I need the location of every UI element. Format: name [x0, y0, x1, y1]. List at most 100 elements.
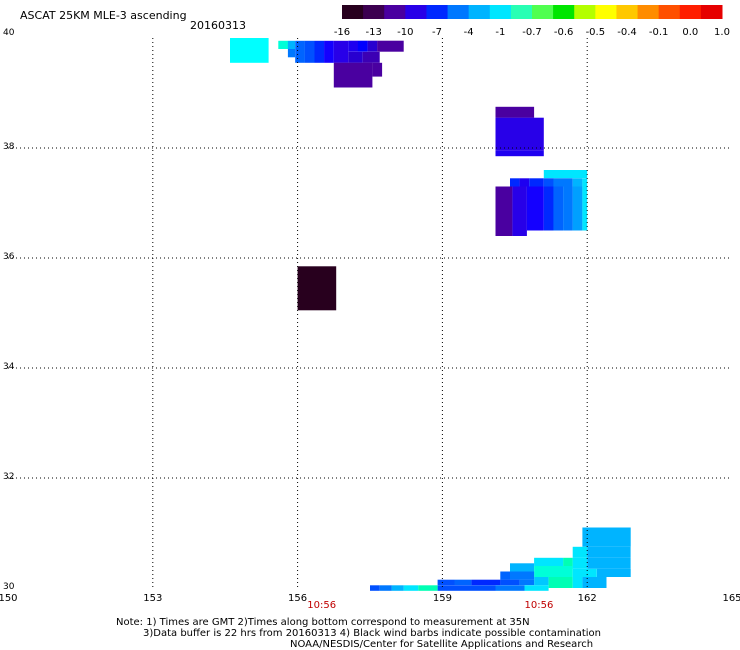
colorbar-swatch — [700, 5, 723, 19]
data-cell — [362, 51, 380, 63]
data-cell — [348, 51, 363, 63]
data-cell — [295, 40, 305, 63]
data-cell — [510, 178, 520, 187]
data-cell — [582, 527, 631, 547]
data-cell — [526, 186, 544, 231]
colorbar-tick-label: -13 — [365, 27, 382, 38]
data-cell — [587, 546, 631, 558]
data-cell — [519, 579, 535, 586]
data-cell — [572, 186, 583, 231]
lat-tick-label: 36 — [3, 252, 15, 262]
data-cell — [437, 585, 496, 591]
data-cell — [519, 178, 530, 187]
data-cell — [524, 585, 549, 591]
colorbar-tick-label: -0.4 — [617, 27, 637, 38]
data-cell — [314, 40, 325, 63]
colorbar-swatch — [679, 5, 702, 19]
data-cell — [278, 40, 288, 49]
data-cell — [553, 178, 573, 187]
colorbar-swatch — [447, 5, 470, 19]
data-cell — [529, 178, 544, 187]
colorbar-swatch — [658, 5, 681, 19]
data-cell — [471, 579, 501, 586]
data-cell — [572, 178, 583, 187]
data-cell — [500, 579, 520, 586]
data-cell — [548, 577, 573, 588]
note-line-3: NOAA/NESDIS/Center for Satellite Applica… — [290, 639, 594, 650]
data-cell — [572, 546, 588, 558]
data-cell — [510, 571, 535, 580]
colorbar — [342, 5, 723, 19]
colorbar-tick-label: -7 — [432, 27, 442, 38]
data-cell — [543, 170, 588, 179]
data-cell — [495, 585, 525, 591]
colorbar-swatch — [532, 5, 554, 19]
data-cell — [324, 40, 334, 63]
colorbar-tick-label: -16 — [333, 27, 351, 38]
data-cell — [572, 557, 588, 569]
data-cell — [287, 49, 296, 58]
data-cell — [534, 577, 549, 586]
data-cell — [495, 186, 513, 236]
data-cell — [437, 579, 455, 586]
data-cell — [367, 40, 378, 52]
data-cell — [543, 186, 554, 231]
data-cell — [582, 577, 607, 588]
colorbar-swatch — [426, 5, 449, 19]
colorbar-swatch — [510, 5, 533, 19]
colorbar-swatch — [342, 5, 364, 19]
colorbar-tick-label: -0.7 — [522, 27, 542, 38]
lat-tick-label: 34 — [3, 362, 15, 372]
data-cell — [403, 585, 419, 591]
colorbar-tick-label: -1 — [495, 27, 506, 38]
colorbar-swatch — [405, 5, 427, 19]
colorbar-swatch — [384, 5, 406, 19]
lat-tick-label: 40 — [3, 28, 15, 38]
data-cell — [348, 40, 358, 52]
data-cell — [333, 62, 373, 88]
data-cell — [377, 40, 404, 52]
data-cell — [495, 150, 544, 157]
colorbar-tick-label: 0.0 — [682, 27, 699, 38]
data-cell — [582, 178, 588, 187]
time-label: 10:56 — [524, 600, 554, 611]
data-cell — [357, 40, 368, 52]
data-cell — [512, 186, 527, 236]
lat-tick-label: 30 — [3, 582, 15, 592]
colorbar-swatch — [637, 5, 660, 19]
data-cell — [500, 571, 510, 580]
data-cell — [572, 568, 597, 577]
data-cell — [534, 557, 564, 567]
colorbar-swatch — [468, 5, 491, 19]
gridlines — [8, 38, 732, 588]
lon-tick-label: 150 — [0, 593, 18, 604]
data-cell — [582, 186, 588, 231]
data-cell — [287, 40, 296, 49]
data-cell — [304, 40, 315, 63]
colorbar-swatch — [553, 5, 575, 19]
data-cell — [454, 579, 472, 586]
data-cell — [572, 577, 583, 588]
data-cell — [596, 568, 631, 577]
colorbar-swatch — [363, 5, 385, 19]
data-cell — [333, 40, 349, 63]
data-cell — [379, 585, 392, 591]
data-cell — [495, 106, 535, 118]
colorbar-swatch — [489, 5, 512, 19]
colorbar-swatch — [574, 5, 596, 19]
lat-tick-label: 38 — [3, 142, 15, 152]
data-cell — [510, 563, 535, 572]
colorbar-tick-label: -0.1 — [648, 27, 669, 38]
data-cell — [370, 585, 380, 591]
data-cell — [543, 178, 554, 187]
colorbar-tick-label: -10 — [397, 27, 414, 38]
data-cell — [534, 566, 573, 577]
lon-tick-label: 159 — [432, 593, 452, 604]
colorbar-swatch — [616, 5, 639, 19]
data-cell — [587, 557, 631, 569]
colorbar-tick-label: -4 — [463, 27, 474, 38]
note-line-2: 3)Data buffer is 22 hrs from 20160313 4)… — [143, 628, 601, 639]
lat-tick-label: 32 — [3, 472, 15, 482]
data-cell — [372, 62, 383, 77]
